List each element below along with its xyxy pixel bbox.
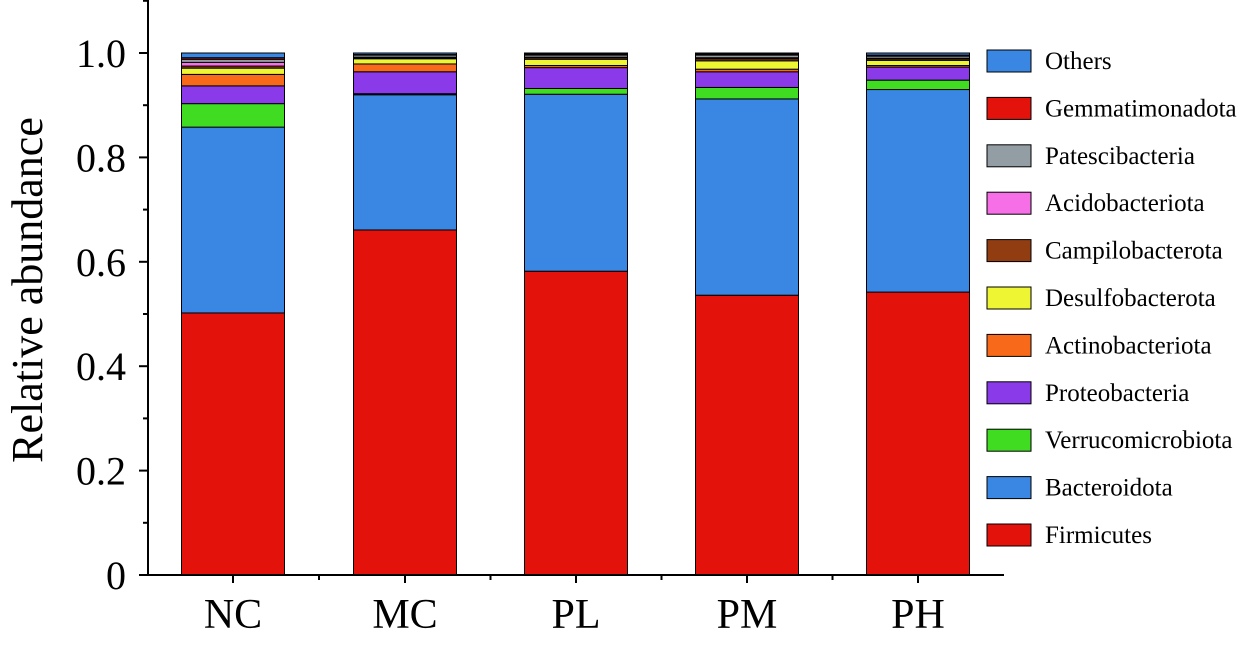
legend-item-gemmatimonadota: Gemmatimonadota [986,95,1237,122]
legend-swatch [986,333,1032,357]
y-tick-label: 1.0 [76,31,126,76]
legend-swatch [986,144,1032,168]
bar-segment-mc-others [353,52,457,56]
bar-segment-pl-others [524,52,628,55]
bar-segment-ph-verrucomicrobiota [866,79,970,91]
bar-segment-nc-desulfobacterota [181,67,285,75]
legend-swatch [986,523,1032,547]
bar-segment-pl-verrucomicrobiota [524,88,628,95]
bar-segment-pl-proteobacteria [524,67,628,90]
legend-label: Desulfobacterota [1045,285,1216,312]
x-category-label: MC [372,592,437,638]
y-tick-label: 0.4 [76,344,126,389]
legend-swatch [986,191,1032,215]
x-category-label: NC [204,592,262,638]
legend-item-patescibacteria: Patescibacteria [986,143,1195,170]
y-tick-label: 0.2 [76,449,126,494]
bar-segment-nc-firmicutes [181,312,285,576]
legend-label: Others [1045,48,1112,75]
bar-segment-nc-proteobacteria [181,85,285,105]
bar-segment-nc-verrucomicrobiota [181,103,285,128]
legend-label: Actinobacteriota [1045,332,1212,359]
legend-item-campilobacterota: Campilobacterota [986,238,1223,265]
legend: Others Gemmatimonadota Patescibacteria Acid… [986,48,1237,549]
bar-segment-nc-others [181,52,285,59]
x-category-label: PL [551,592,600,638]
legend-swatch [986,381,1032,405]
legend-swatch [986,286,1032,310]
legend-item-actinobacteriota: Actinobacteriota [986,332,1212,359]
bar-segment-nc-bacteroidota [181,126,285,314]
y-tick-label: 0.8 [76,135,126,180]
bar-segment-pl-desulfobacterota [524,58,628,67]
bar-segment-nc-actinobacteriota [181,73,285,87]
bar-segment-pm-firmicutes [695,294,799,576]
bar-segment-mc-bacteroidota [353,94,457,231]
legend-label: Acidobacteriota [1045,190,1205,217]
y-ticks: 0 0.2 0.4 0.6 0.8 1.0 [76,0,148,598]
x-category-label: PM [717,592,778,638]
x-ticks: NC MC PL PM PH [204,575,945,638]
bar-segment-ph-proteobacteria [866,66,970,81]
legend-item-others: Others [986,48,1112,75]
legend-item-verrucomicrobiota: Verrucomicrobiota [986,427,1232,454]
legend-label: Bacteroidota [1045,475,1173,502]
legend-label: Patescibacteria [1045,143,1195,170]
legend-label: Gemmatimonadota [1045,95,1237,122]
bar-segment-mc-actinobacteriota [353,63,457,73]
y-tick-label: 0.6 [76,240,126,285]
bar-segment-pm-proteobacteria [695,71,799,88]
legend-item-proteobacteria: Proteobacteria [986,380,1189,407]
x-category-label: PH [891,592,945,638]
bar-segment-ph-desulfobacterota [866,59,970,67]
legend-item-bacteroidota: Bacteroidota [986,475,1173,502]
legend-swatch [986,476,1032,500]
bar-segment-pm-bacteroidota [695,98,799,296]
legend-swatch [986,239,1032,263]
bar-segment-pm-desulfobacterota [695,60,799,70]
legend-label: Verrucomicrobiota [1045,427,1232,454]
bar-segment-ph-others [866,52,970,56]
bar-segment-pm-others [695,52,799,55]
legend-item-desulfobacterota: Desulfobacterota [986,285,1216,312]
bar-segment-nc-acidobacteriota [181,61,285,67]
legend-label: Campilobacterota [1045,238,1223,265]
bar-segment-pl-bacteroidota [524,93,628,272]
bar-segment-mc-desulfobacterota [353,58,457,65]
y-tick-label: 0 [106,553,126,598]
legend-swatch [986,428,1032,452]
y-axis-title: Relative abundance [3,117,52,463]
bars-layer [181,52,970,576]
legend-swatch [986,96,1032,120]
bar-segment-mc-proteobacteria [353,71,457,95]
legend-label: Firmicutes [1045,522,1152,549]
legend-item-firmicutes: Firmicutes [986,522,1152,549]
legend-swatch [986,49,1032,73]
legend-label: Proteobacteria [1045,380,1189,407]
bar-segment-ph-bacteroidota [866,89,970,293]
bar-segment-ph-firmicutes [866,291,970,576]
bar-segment-mc-firmicutes [353,229,457,576]
bar-segment-pl-firmicutes [524,270,628,576]
legend-item-acidobacteriota: Acidobacteriota [986,190,1205,217]
bar-segment-pm-verrucomicrobiota [695,86,799,100]
